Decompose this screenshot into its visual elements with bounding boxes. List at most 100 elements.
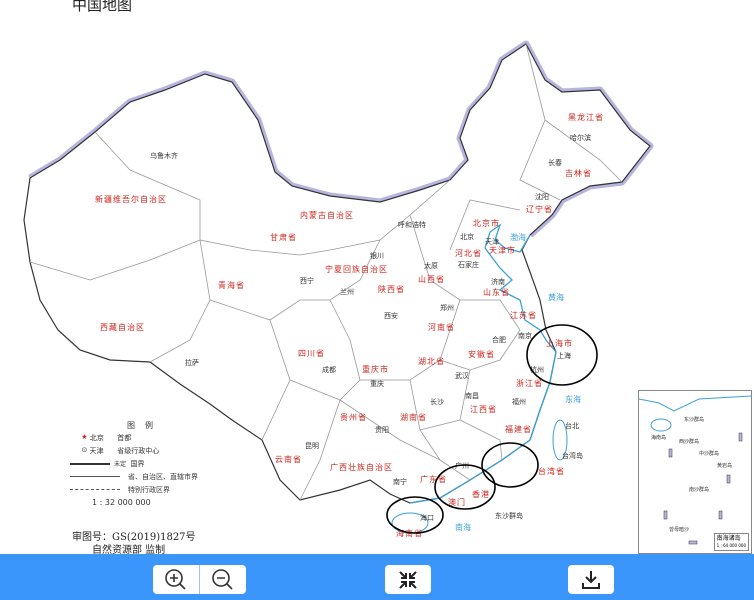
sea-labels: 渤海 黄海 东海 南海 (455, 232, 581, 532)
sea-label: 渤海 (510, 232, 526, 242)
province-label: 内蒙古自治区 (300, 210, 354, 220)
province-label: 吉林省 (565, 168, 592, 178)
province-label: 四川省 (298, 348, 325, 358)
province-label: 贵州省 (340, 412, 367, 422)
city-label: 长沙 (430, 397, 444, 406)
legend-provincial-name: 天津 (89, 446, 104, 455)
legend-heading: 图例 (127, 421, 163, 430)
inset-label: 西沙群岛 (679, 438, 699, 445)
province-label: 安徽省 (468, 349, 495, 359)
fit-view-button[interactable] (385, 565, 431, 594)
province-label: 甘肃省 (270, 232, 297, 242)
legend-province-border-desc: 省、自治区、直辖市界 (128, 472, 198, 481)
province-label: 山东省 (483, 287, 510, 297)
city-label: 西宁 (300, 276, 314, 285)
map-title: 中国地图 (72, 0, 133, 14)
city-label: 呼和浩特 (398, 220, 426, 229)
province-label: 河南省 (428, 322, 455, 332)
download-button[interactable] (568, 565, 614, 594)
city-label: 福州 (512, 397, 526, 406)
province-label: 湖南省 (400, 412, 427, 422)
province-label: 福建省 (505, 424, 532, 434)
download-icon (582, 570, 600, 589)
taiwan-island (552, 419, 568, 461)
city-label: 太原 (424, 261, 438, 270)
city-label: 兰州 (340, 287, 354, 296)
city-label: 合肥 (492, 335, 506, 344)
inset-label: 东沙群岛 (684, 416, 704, 423)
capital-star-icon: ★ (81, 432, 88, 441)
city-label: 拉萨 (185, 358, 199, 367)
province-label: 浙江省 (516, 378, 543, 388)
inset-label: 中沙群岛 (699, 450, 719, 457)
province-label: 黑龙江省 (568, 112, 604, 122)
province-label: 山西省 (418, 274, 445, 284)
china-map[interactable]: 黑龙江省 吉林省 辽宁省 内蒙古自治区 新疆维吾尔自治区 西藏自治区 青海省 甘… (0, 0, 754, 554)
province-label: 辽宁省 (526, 204, 553, 214)
city-label: 济南 (491, 277, 505, 286)
province-label: 云南省 (275, 454, 302, 464)
map-legend: 图例 ★ 北京 首都 ⊙ 天津 省级行政中心 未定 国界 省、自治区、直辖市界 … (70, 420, 240, 509)
city-label: 银川 (370, 251, 384, 260)
city-label: 贵阳 (375, 425, 389, 434)
inset-label: 曾母暗沙 (669, 526, 689, 533)
city-label: 乌鲁木齐 (150, 151, 178, 160)
city-label: 昆明 (305, 442, 319, 450)
coastline (409, 223, 557, 504)
inset-label: 黄岩岛 (717, 462, 732, 469)
province-border-line (70, 476, 120, 477)
province-label: 北京市 (473, 218, 500, 228)
province-label: 江西省 (470, 404, 497, 414)
inset-map: 东沙群岛 西沙群岛 海南岛 中沙群岛 黄岩岛 南沙群岛 曾母暗沙 (638, 395, 752, 545)
city-label: 南昌 (465, 391, 479, 400)
city-label: 石家庄 (458, 260, 479, 269)
province-label: 青海省 (218, 280, 245, 290)
legend-capital-desc: 首都 (117, 433, 132, 442)
toolbar (0, 554, 754, 600)
inset-label: 海南岛 (651, 434, 666, 441)
zoom-in-icon (165, 568, 186, 590)
land-fill (23, 43, 651, 504)
province-label: 河北省 (455, 248, 482, 258)
zoom-in-button[interactable] (153, 565, 200, 594)
city-label: 西安 (384, 311, 398, 320)
city-label: 郑州 (440, 304, 454, 312)
review-number: 审图号：GS(2019)1827号 (72, 532, 196, 543)
province-label: 新疆维吾尔自治区 (95, 194, 167, 204)
legend-border-desc: 国界 (130, 459, 145, 468)
province-label: 广东省 (420, 474, 447, 484)
city-label: 南京 (518, 331, 532, 340)
legend-provincial-desc: 省级行政中心 (117, 446, 160, 455)
province-label: 香港 (472, 489, 490, 499)
legend-scale: 1 : 32 000 000 (92, 498, 151, 507)
inset-caption: 南海诸岛 1 : 64 000 000 (713, 533, 749, 551)
annotation-circle-hongkong (434, 464, 496, 510)
sar-border-line (70, 489, 120, 490)
national-border-line (70, 462, 110, 465)
city-label: 武汉 (455, 371, 469, 380)
sea-label: 南海 (455, 522, 471, 532)
zoom-out-button[interactable] (200, 565, 246, 594)
province-label: 上海市 (546, 338, 573, 348)
city-label: 台湾岛 (562, 451, 583, 460)
city-label: 哈尔滨 (570, 133, 591, 142)
province-label: 广西壮族自治区 (330, 462, 393, 472)
province-label: 宁夏回族自治区 (325, 264, 388, 274)
annotation-circle-hainan (386, 496, 444, 534)
legend-capital-name: 北京 (89, 433, 104, 442)
city-label: 台北 (565, 421, 579, 430)
sea-label: 黄海 (548, 292, 564, 302)
organization: 自然资源部 监制 (92, 545, 166, 556)
province-label: 陕西省 (378, 284, 405, 294)
city-label: 杭州 (530, 365, 544, 374)
annotation-circle-fujian (481, 442, 539, 488)
province-label: 台湾省 (538, 466, 565, 476)
city-label: 天津 (485, 238, 499, 246)
province-label: 湖北省 (418, 356, 445, 366)
city-label: 重庆 (370, 379, 384, 388)
city-label: 东沙群岛 (495, 511, 523, 520)
province-label: 天津市 (489, 245, 516, 255)
province-label: 江苏省 (510, 310, 537, 320)
zoom-out-icon (212, 568, 233, 590)
province-label: 重庆市 (362, 364, 389, 374)
